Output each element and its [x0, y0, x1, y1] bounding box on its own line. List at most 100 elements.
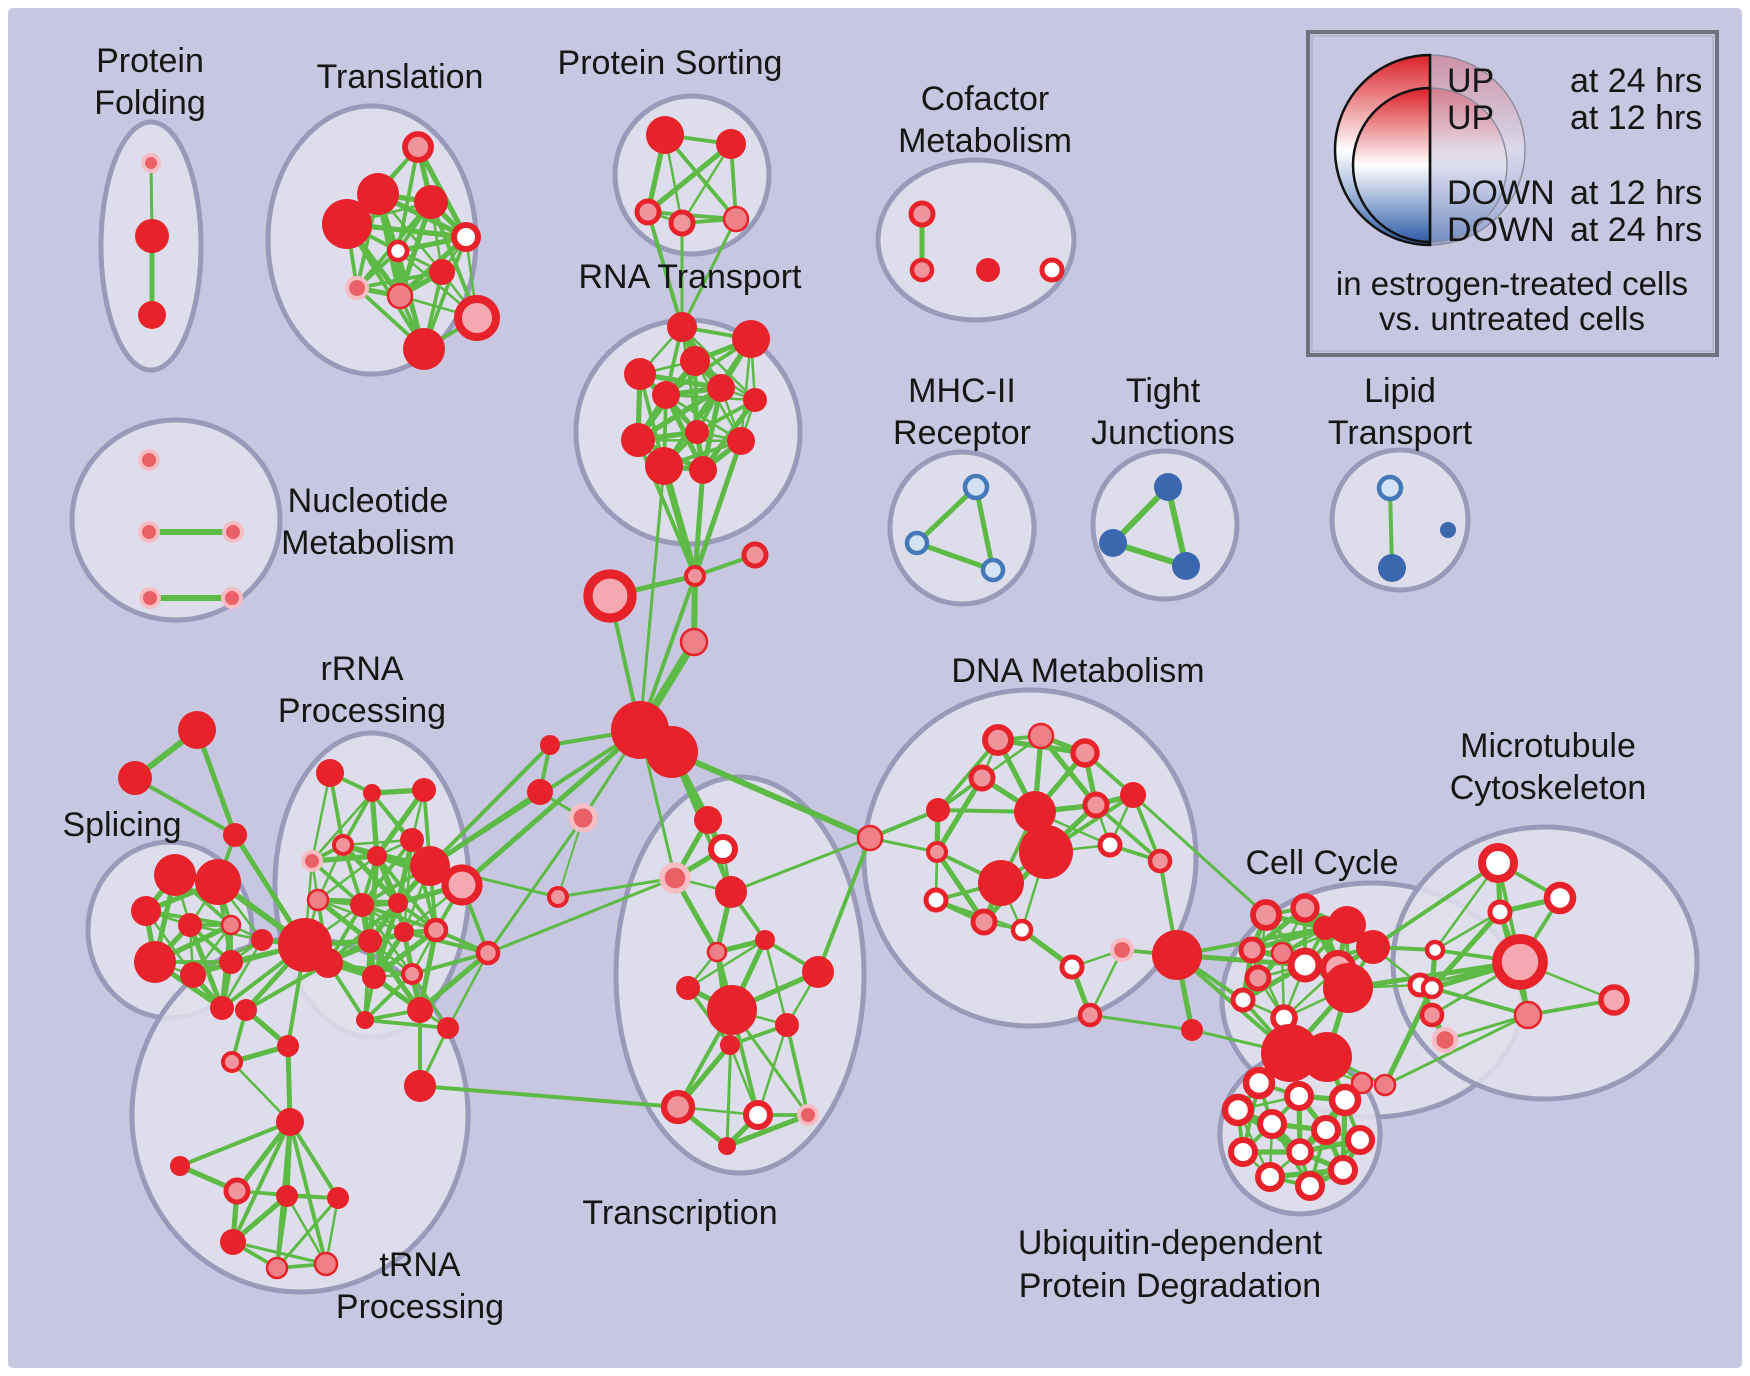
- network-node-cell_cycle-14[interactable]: [1302, 1032, 1352, 1082]
- network-node-trna-3[interactable]: [276, 1108, 304, 1136]
- network-node-core-9[interactable]: [546, 885, 570, 909]
- network-node-protein_sorting-0[interactable]: [646, 116, 684, 154]
- network-node-ubiquitin-9[interactable]: [1255, 1162, 1285, 1192]
- network-node-splice_tri-0[interactable]: [178, 711, 216, 749]
- network-node-rna_transport-6[interactable]: [743, 388, 767, 412]
- network-node-dna-3[interactable]: [968, 764, 996, 792]
- network-node-dna-4[interactable]: [926, 798, 950, 822]
- network-node-cell_cycle-7[interactable]: [1287, 947, 1323, 983]
- network-node-rna_transport-8[interactable]: [621, 423, 655, 457]
- network-node-translation-1[interactable]: [357, 173, 399, 215]
- network-node-transcription-7[interactable]: [802, 956, 834, 988]
- network-node-ubiquitin-8[interactable]: [1286, 1138, 1314, 1166]
- network-node-core-4[interactable]: [583, 569, 637, 623]
- network-node-lipid-0[interactable]: [1376, 474, 1404, 502]
- network-node-splicing-3[interactable]: [178, 913, 202, 937]
- network-node-rrna-9[interactable]: [306, 888, 330, 912]
- network-node-translation-0[interactable]: [402, 131, 434, 163]
- network-node-rrna-18[interactable]: [400, 962, 424, 986]
- network-node-rrna-11[interactable]: [388, 893, 408, 913]
- network-node-rrna-7[interactable]: [410, 846, 450, 886]
- network-node-dna-7[interactable]: [1120, 782, 1146, 808]
- network-node-rna_transport-0[interactable]: [667, 312, 697, 342]
- network-node-rna_transport-9[interactable]: [727, 427, 755, 455]
- network-node-rrna-19[interactable]: [475, 940, 501, 966]
- network-node-protein_sorting-1[interactable]: [716, 129, 746, 159]
- network-node-dna-8[interactable]: [1082, 791, 1110, 819]
- network-node-dna-17[interactable]: [1059, 954, 1085, 980]
- network-node-core-10[interactable]: [856, 824, 884, 852]
- network-node-dna-11[interactable]: [925, 840, 949, 864]
- network-node-ubiquitin-7[interactable]: [1228, 1137, 1258, 1167]
- network-node-cell_cycle-9[interactable]: [1244, 964, 1272, 992]
- network-node-trna-1[interactable]: [220, 1050, 244, 1074]
- network-node-mhc-2[interactable]: [980, 557, 1006, 583]
- network-node-rna_transport-5[interactable]: [707, 374, 735, 402]
- network-node-trna-5[interactable]: [223, 1177, 251, 1205]
- network-node-ubiquitin-10[interactable]: [1295, 1171, 1325, 1201]
- network-node-rrna-4[interactable]: [331, 833, 355, 857]
- network-node-cofactor-2[interactable]: [976, 258, 1000, 282]
- network-node-microtubule-7[interactable]: [1513, 1000, 1543, 1030]
- network-node-nucleotide-0[interactable]: [138, 449, 160, 471]
- network-node-microtubule-8[interactable]: [1373, 1073, 1397, 1097]
- network-node-tight-0[interactable]: [1154, 473, 1182, 501]
- network-node-tight-1[interactable]: [1099, 529, 1127, 557]
- network-node-dna-0[interactable]: [982, 724, 1014, 756]
- network-node-trna-10[interactable]: [265, 1256, 289, 1280]
- network-node-cell_cycle-18[interactable]: [1350, 1071, 1374, 1095]
- network-node-rrna-16[interactable]: [423, 917, 449, 943]
- network-node-dna-20[interactable]: [1181, 1019, 1203, 1041]
- network-node-transcription-11[interactable]: [660, 1089, 696, 1125]
- network-node-cell_cycle-16[interactable]: [1419, 1002, 1445, 1028]
- network-node-cell_cycle-3[interactable]: [1328, 906, 1366, 944]
- network-node-microtubule-0[interactable]: [1478, 843, 1518, 883]
- network-node-cell_cycle-1[interactable]: [1290, 893, 1320, 923]
- network-node-core-3[interactable]: [741, 541, 769, 569]
- network-node-core-7[interactable]: [527, 779, 553, 805]
- network-node-core-2[interactable]: [683, 564, 707, 588]
- network-node-trna-4[interactable]: [170, 1156, 190, 1176]
- network-node-transcription-8[interactable]: [707, 985, 757, 1035]
- network-node-microtubule-1[interactable]: [1543, 881, 1577, 915]
- network-node-rna_transport-3[interactable]: [624, 358, 656, 390]
- network-node-mhc-0[interactable]: [962, 473, 990, 501]
- network-node-transcription-9[interactable]: [775, 1013, 799, 1037]
- network-node-dna-16[interactable]: [1077, 1002, 1103, 1028]
- network-node-splicing-8[interactable]: [210, 996, 234, 1020]
- network-node-dna-2[interactable]: [1070, 738, 1100, 768]
- network-node-rrna-13[interactable]: [313, 948, 343, 978]
- network-node-protein_folding-1[interactable]: [135, 219, 169, 253]
- network-node-ubiquitin-11[interactable]: [1328, 1155, 1358, 1185]
- network-node-dna-1[interactable]: [1027, 722, 1055, 750]
- network-node-nucleotide-2[interactable]: [222, 521, 244, 543]
- network-node-transcription-5[interactable]: [706, 941, 728, 963]
- network-node-transcription-2[interactable]: [659, 862, 691, 894]
- network-node-trna-7[interactable]: [327, 1187, 349, 1209]
- network-node-cofactor-0[interactable]: [908, 200, 936, 228]
- network-node-splicing-5[interactable]: [134, 941, 176, 983]
- network-node-transcription-12[interactable]: [743, 1100, 773, 1130]
- network-node-tight-2[interactable]: [1172, 552, 1200, 580]
- network-node-splice_tri-2[interactable]: [223, 823, 247, 847]
- network-node-translation-10[interactable]: [403, 328, 445, 370]
- network-node-transcription-10[interactable]: [720, 1035, 740, 1055]
- network-node-cell_cycle-11[interactable]: [1230, 987, 1256, 1013]
- network-node-rrna-6[interactable]: [400, 828, 424, 852]
- network-node-ubiquitin-1[interactable]: [1284, 1081, 1314, 1111]
- network-node-protein_folding-2[interactable]: [138, 301, 166, 329]
- network-node-dna-10[interactable]: [1147, 848, 1173, 874]
- network-node-rna_transport-1[interactable]: [732, 320, 770, 358]
- network-node-rna_transport-7[interactable]: [685, 420, 709, 444]
- network-node-rrna-14[interactable]: [358, 929, 382, 953]
- network-node-rrna-8[interactable]: [441, 864, 483, 906]
- network-node-dna-12[interactable]: [923, 887, 949, 913]
- network-node-rna_transport-4[interactable]: [652, 381, 680, 409]
- network-node-dna-18[interactable]: [1109, 937, 1135, 963]
- network-node-nucleotide-3[interactable]: [139, 587, 161, 609]
- network-node-translation-3[interactable]: [322, 199, 372, 249]
- network-node-dna-14[interactable]: [970, 908, 998, 936]
- network-node-cell_cycle-4[interactable]: [1356, 930, 1390, 964]
- network-node-rna_transport-10[interactable]: [645, 447, 683, 485]
- network-node-cell_cycle-5[interactable]: [1238, 936, 1266, 964]
